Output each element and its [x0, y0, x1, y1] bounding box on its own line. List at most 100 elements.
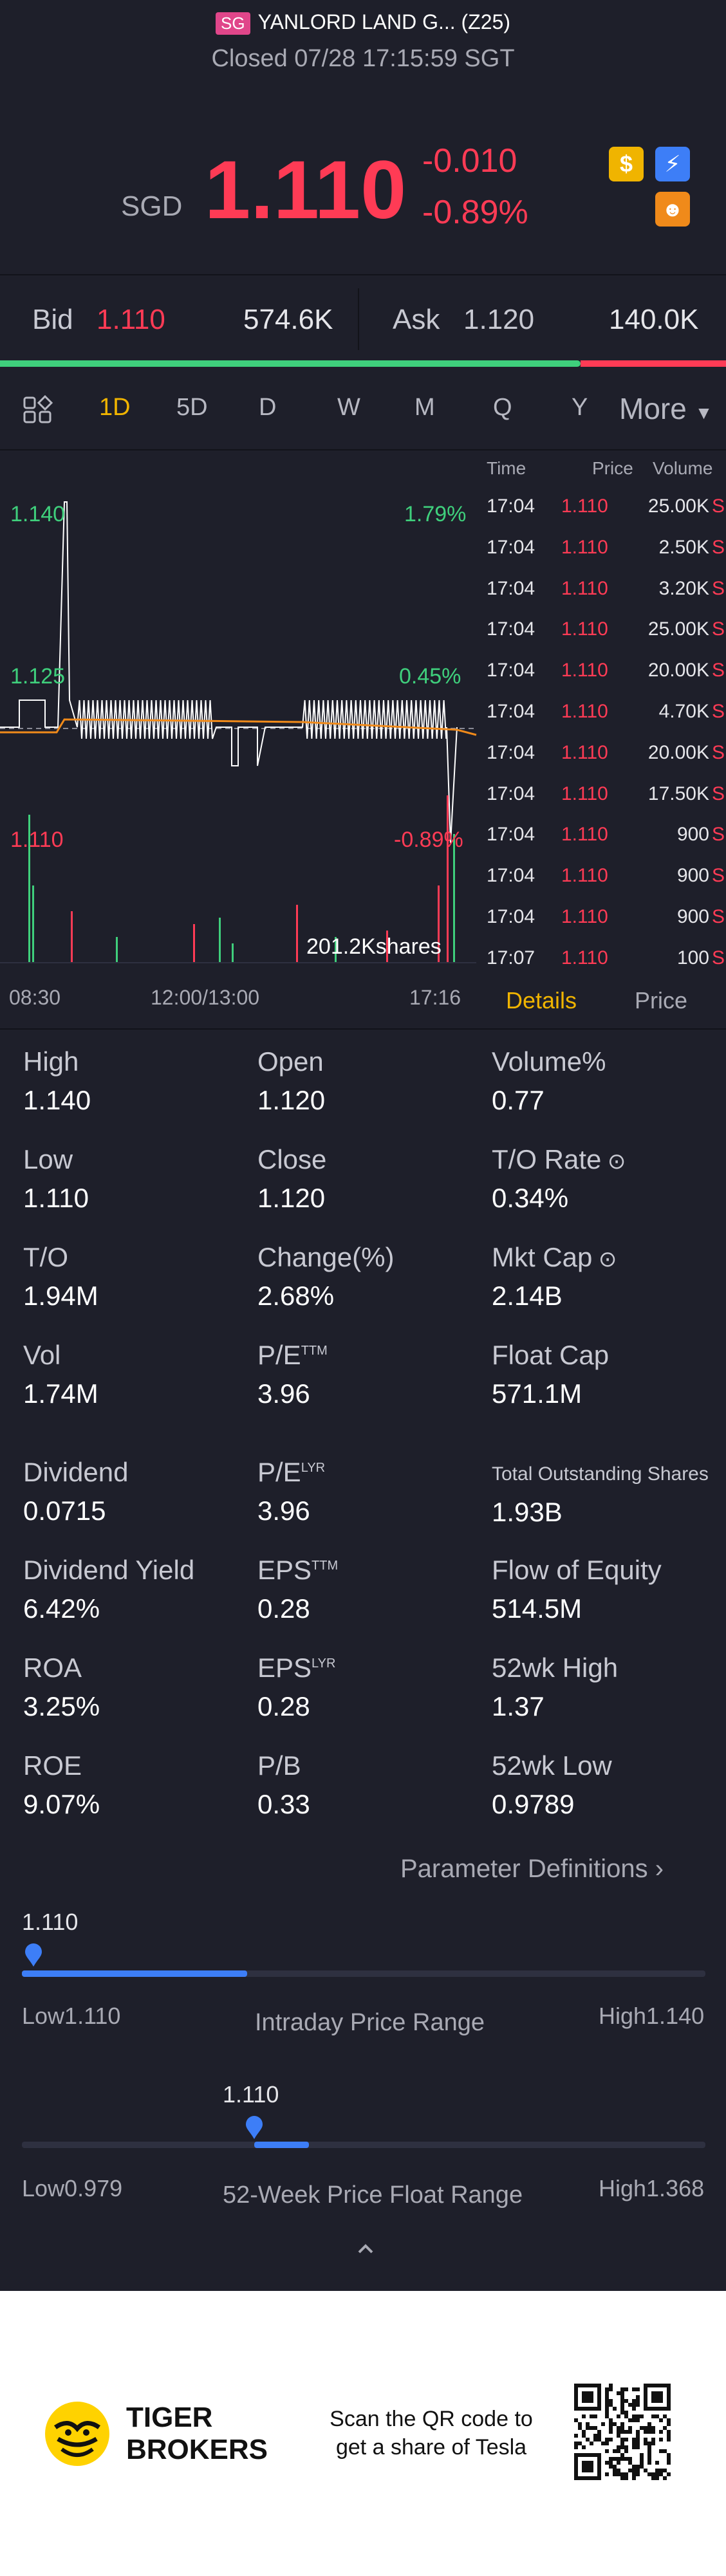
divider — [0, 1028, 726, 1030]
trades-header-time: Time — [487, 458, 526, 478]
trade-price: 1.110 — [561, 577, 608, 599]
stat-value: 1.110 — [23, 1183, 89, 1213]
bid-ask-ratio-bar — [0, 360, 726, 367]
stat-label: P/ETTM — [257, 1340, 328, 1370]
volume-bar — [193, 924, 195, 963]
volume-bar — [116, 937, 118, 963]
trade-volume: 900 — [676, 824, 709, 846]
trade-price: 1.110 — [561, 865, 608, 887]
stat-value: 571.1M — [492, 1378, 582, 1409]
stat-value: 2.14B — [492, 1281, 563, 1311]
volume-bar — [453, 834, 455, 963]
stat-value: 1.140 — [23, 1085, 91, 1115]
stat-low: Low 1.110 — [23, 1144, 89, 1214]
dollar-icon[interactable]: $ — [609, 147, 644, 181]
stat-label: Low — [23, 1144, 73, 1174]
stat-value: 6.42% — [23, 1593, 100, 1624]
stat-label-superscript: LYR — [312, 1656, 336, 1671]
volume-bar — [296, 905, 298, 963]
stat-eps: EPSTTM 0.28 — [257, 1555, 338, 1624]
trade-row: 17:07 1.110 100 S — [484, 938, 726, 979]
trade-side: S — [711, 496, 725, 517]
trade-row: 17:04 1.110 900 S — [484, 815, 726, 856]
stat-value: 1.37 — [492, 1691, 544, 1721]
stat-52wk-high: 52wk High 1.37 — [492, 1653, 618, 1722]
average-price-line — [0, 718, 477, 736]
parameter-definitions-label: Parameter Definitions — [400, 1855, 648, 1883]
trade-row: 17:04 1.110 20.00K S — [484, 651, 726, 692]
tab-1d[interactable]: 1D — [99, 394, 131, 421]
trade-price: 1.110 — [561, 660, 608, 681]
stat-value: 2.68% — [257, 1281, 335, 1311]
tab-details[interactable]: Details — [506, 987, 577, 1014]
tiger-logo-icon — [42, 2399, 112, 2469]
stat-value: 0.33 — [257, 1789, 310, 1819]
info-icon[interactable]: ⊙ — [601, 1149, 626, 1174]
promo-line1: Scan the QR code to — [330, 2407, 533, 2431]
trade-price: 1.110 — [561, 783, 608, 804]
tab-more[interactable]: More ▼ — [619, 391, 712, 426]
volume-bar — [71, 911, 73, 963]
tab-w[interactable]: W — [337, 394, 360, 421]
promo-line2: get a share of Tesla — [335, 2435, 527, 2460]
stat-flow-of-equity: Flow of Equity 514.5M — [492, 1555, 662, 1624]
parameter-definitions-link[interactable]: Parameter Definitions › — [400, 1855, 664, 1884]
bid-price: 1.110 — [97, 304, 165, 335]
tab-m[interactable]: M — [414, 394, 435, 421]
trade-price: 1.110 — [561, 536, 608, 558]
intraday-range-title: Intraday Price Range — [255, 2009, 485, 2036]
trade-side: S — [711, 741, 725, 763]
trade-row: 17:04 1.110 900 S — [484, 897, 726, 938]
qr-modules — [574, 2384, 671, 2480]
tiger-face-icon[interactable]: ☻ — [655, 192, 690, 227]
stat-value: 9.07% — [23, 1789, 100, 1819]
brand-line1: TIGER — [126, 2402, 213, 2433]
info-icon[interactable]: ⊙ — [592, 1247, 617, 1272]
price-axis-mid: 1.125 — [10, 664, 66, 689]
stat-value: 1.120 — [257, 1085, 326, 1115]
volume-bar — [447, 795, 449, 963]
bid-ratio-fill — [0, 360, 581, 367]
stat-mkt-cap: Mkt Cap ⊙ 2.14B — [492, 1242, 617, 1311]
tab-5d[interactable]: 5D — [176, 394, 208, 421]
tab-d[interactable]: D — [259, 394, 277, 421]
ask-price: 1.120 — [463, 304, 535, 335]
trades-header-price: Price — [592, 458, 633, 478]
trade-time: 17:04 — [487, 660, 535, 681]
trade-volume: 3.20K — [658, 577, 709, 599]
tab-price[interactable]: Price — [635, 987, 688, 1014]
stat-label: Vol — [23, 1340, 61, 1370]
stat-label: Flow of Equity — [492, 1555, 662, 1585]
trade-volume: 17.50K — [647, 783, 709, 804]
stat-value: 1.93B — [492, 1497, 563, 1527]
trades-header-volume: Volume — [653, 458, 713, 478]
chevron-right-icon: › — [655, 1855, 664, 1883]
price-change: -0.010 — [422, 142, 517, 180]
stat-label: Total Outstanding Shares — [492, 1463, 709, 1485]
stat-label: T/O — [23, 1242, 68, 1272]
bid-label: Bid — [32, 304, 73, 335]
trade-price: 1.110 — [561, 947, 608, 968]
stat-change-: Change(%) 2.68% — [257, 1242, 394, 1311]
stat-label: Volume% — [492, 1046, 606, 1077]
trade-row: 17:04 1.110 20.00K S — [484, 733, 726, 774]
week52-low: Low0.979 — [22, 2175, 123, 2201]
brand-line2: BROKERS — [126, 2434, 268, 2465]
layout-grid-icon[interactable] — [22, 394, 54, 426]
stat-value: 1.120 — [257, 1183, 326, 1213]
intraday-chart[interactable] — [0, 450, 483, 978]
qr-code — [574, 2384, 671, 2480]
tab-q[interactable]: Q — [493, 394, 512, 421]
stat-p-e: P/ELYR 3.96 — [257, 1457, 325, 1526]
quote-header: SG YANLORD LAND G... (Z25) Closed 07/28 1… — [0, 0, 726, 275]
stat-label: ROE — [23, 1750, 82, 1781]
tab-y[interactable]: Y — [572, 394, 588, 421]
trade-volume: 2.50K — [658, 536, 709, 558]
stat-high: High 1.140 — [23, 1046, 91, 1116]
stat-label: P/ELYR — [257, 1457, 326, 1487]
collapse-chevron-up-icon[interactable] — [357, 2239, 375, 2257]
trade-time: 17:04 — [487, 618, 535, 640]
price-change-pct: -0.89% — [422, 194, 528, 231]
lightning-icon[interactable]: ⚡ — [655, 147, 690, 181]
stat-t-o: T/O 1.94M — [23, 1242, 98, 1311]
